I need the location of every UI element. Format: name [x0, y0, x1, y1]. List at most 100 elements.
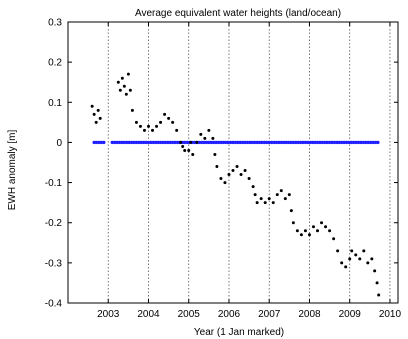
blue-data-point — [320, 140, 325, 145]
blue-data-point — [265, 140, 269, 145]
black-data-point — [328, 229, 332, 233]
plot-area: 2003 2004 2005 2006 2007 2008 2009 2010 -0.4 -0.3… — [45, 18, 402, 321]
blue-data-point — [359, 140, 363, 145]
black-data-point — [163, 112, 167, 116]
black-data-point — [122, 84, 126, 88]
black-data-point — [181, 144, 185, 148]
black-data-point — [151, 128, 155, 132]
y-tick-label: 0 — [56, 138, 62, 149]
blue-data-point — [129, 140, 134, 145]
black-data-point — [213, 152, 217, 156]
black-data-point — [303, 229, 307, 233]
x-tick-label: 2006 — [218, 309, 241, 320]
black-data-point — [311, 225, 315, 229]
blue-data-point — [257, 140, 262, 145]
black-data-point — [167, 116, 171, 120]
blue-data-point — [134, 140, 139, 145]
blue-data-point — [296, 140, 300, 145]
x-tick-label: 2009 — [339, 309, 362, 320]
blue-data-point — [315, 140, 320, 145]
blue-data-point — [310, 140, 315, 145]
blue-data-point — [279, 140, 283, 145]
black-data-point — [299, 233, 303, 237]
black-data-point — [146, 124, 150, 128]
black-data-point — [377, 293, 381, 297]
black-data-point — [275, 193, 279, 197]
blue-data-point — [231, 140, 235, 145]
blue-data-point — [364, 140, 368, 145]
blue-data-point — [149, 140, 153, 145]
blue-data-point — [97, 140, 101, 145]
blue-data-point — [325, 140, 329, 145]
blue-data-point — [308, 140, 312, 145]
blue-data-point — [161, 140, 165, 145]
blue-data-point — [361, 140, 366, 145]
black-data-point — [324, 225, 328, 229]
blue-data-point — [199, 140, 204, 145]
blue-data-point — [250, 140, 255, 145]
blue-data-point — [323, 140, 327, 145]
black-data-point — [263, 201, 267, 205]
black-data-point — [191, 152, 195, 156]
blue-data-point — [156, 140, 160, 145]
black-data-point — [130, 108, 134, 112]
x-tick-label: 2004 — [137, 309, 160, 320]
blue-data-point — [185, 140, 189, 145]
blue-data-point — [245, 140, 250, 145]
black-data-point — [239, 173, 243, 177]
black-data-point — [344, 265, 348, 269]
blue-data-point — [238, 140, 242, 145]
black-data-point — [287, 193, 291, 197]
black-data-point — [235, 165, 239, 169]
y-tick-label: 0.2 — [48, 58, 62, 69]
blue-data-point — [137, 140, 141, 145]
blue-data-point — [306, 140, 310, 145]
black-data-point — [279, 189, 283, 193]
blue-data-point — [284, 140, 288, 145]
blue-data-point — [170, 140, 175, 145]
blue-data-point — [175, 140, 180, 145]
blue-data-point — [144, 140, 148, 145]
blue-data-point — [366, 140, 370, 145]
black-data-point — [259, 197, 263, 201]
black-data-point — [373, 269, 377, 273]
blue-data-point — [368, 140, 373, 145]
black-data-point — [340, 261, 344, 265]
blue-data-point — [209, 140, 213, 145]
blue-data-point — [221, 140, 226, 145]
x-tick-label: 2007 — [258, 309, 281, 320]
blue-data-point — [240, 140, 245, 145]
black-data-point — [348, 257, 352, 261]
blue-data-point — [163, 140, 168, 145]
black-data-point — [142, 128, 146, 132]
black-data-point — [203, 136, 207, 140]
blue-data-point — [151, 140, 156, 145]
blue-data-point — [347, 140, 351, 145]
black-data-point — [183, 148, 187, 152]
blue-data-point — [154, 140, 158, 145]
black-data-point — [199, 132, 203, 136]
blue-data-point — [352, 140, 356, 145]
blue-data-point — [226, 140, 230, 145]
black-data-point — [98, 116, 102, 120]
blue-data-point — [344, 140, 349, 145]
black-data-point — [243, 169, 247, 173]
black-data-point — [187, 148, 191, 152]
blue-data-point — [94, 140, 99, 145]
black-data-point — [370, 257, 374, 261]
black-data-point — [354, 253, 358, 257]
x-tick-label: 2003 — [97, 309, 120, 320]
y-tick-label: -0.1 — [45, 178, 63, 189]
black-data-point — [155, 124, 159, 128]
blue-data-point — [125, 140, 129, 145]
blue-data-point — [291, 140, 296, 145]
blue-data-point — [298, 140, 303, 145]
blue-data-point — [127, 140, 131, 145]
blue-data-point — [236, 140, 240, 145]
black-data-point — [320, 221, 324, 225]
blue-data-point — [216, 140, 221, 145]
blue-data-point — [327, 140, 332, 145]
black-data-point — [179, 140, 183, 144]
black-data-point — [175, 128, 179, 132]
